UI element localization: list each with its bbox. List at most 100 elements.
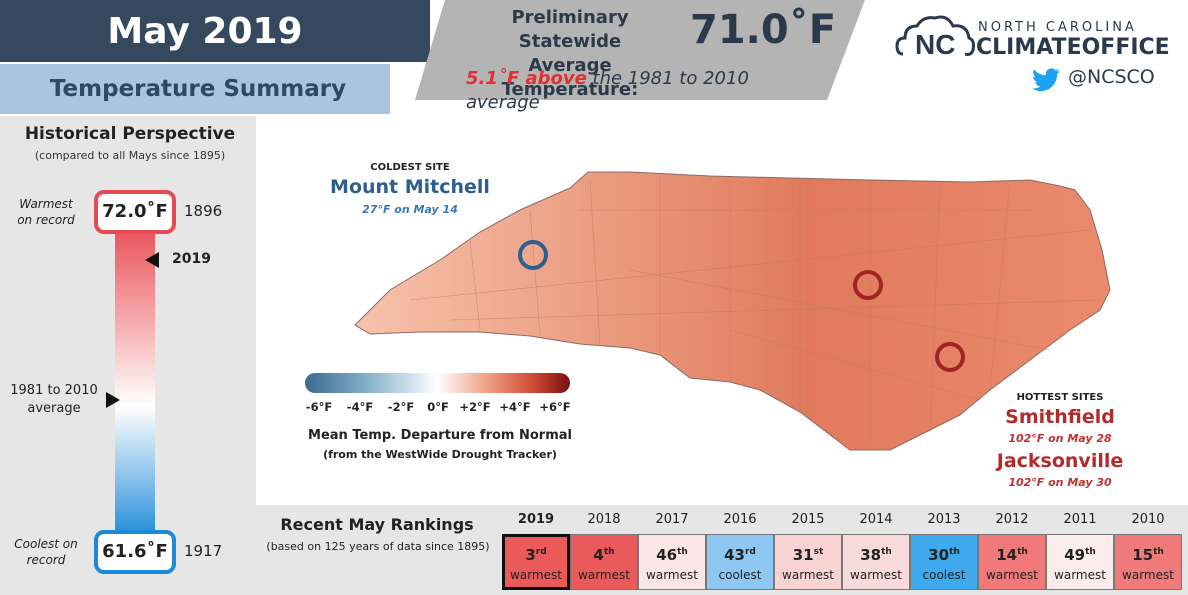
rank-label: warmest (986, 568, 1038, 582)
rank-cell: 43rd coolest (706, 534, 774, 590)
average-label-line2: average (27, 401, 81, 416)
anomaly-text: 5.1˚F above the 1981 to 2010 average (466, 67, 826, 115)
rank-suffix: th (949, 547, 960, 557)
rank-suffix: rd (744, 547, 756, 557)
nc-temperature-map (354, 171, 1111, 451)
legend-tick: +4°F (499, 400, 531, 414)
rank-number: 15th (1132, 546, 1164, 564)
hottest-site-1-detail: 102°F on May 28 (1008, 432, 1112, 445)
twitter-handle[interactable]: @NCSCO (1068, 66, 1155, 88)
current-year-label: 2019 (172, 251, 211, 267)
rank-year: 2018 (587, 512, 621, 527)
average-label: 1981 to 2010 average (4, 382, 104, 418)
coldest-site-name: Mount Mitchell (330, 176, 490, 198)
rank-number: 4th (593, 546, 615, 564)
warmest-year: 1896 (184, 202, 223, 220)
rank-cell: 4th warmest (570, 534, 638, 590)
rank-cell: 3rd warmest (502, 534, 570, 590)
prelim-label: Preliminary Statewide Average Temperatur… (460, 6, 680, 102)
legend-tick: +6°F (539, 400, 571, 414)
warmest-label: Warmest on record (8, 196, 84, 228)
anomaly-highlight: 5.1˚F above (466, 68, 587, 89)
rank-year: 2017 (655, 512, 689, 527)
current-year-marker-icon (145, 252, 159, 268)
rank-number: 46th (656, 546, 688, 564)
average-label-line1: 1981 to 2010 (10, 383, 98, 398)
legend-tick: +2°F (459, 400, 491, 414)
prelim-value: 71.0˚F (690, 7, 837, 53)
rank-suffix: st (813, 547, 824, 557)
rank-cell: 31st warmest (774, 534, 842, 590)
subtitle-banner (0, 64, 390, 114)
rank-number: 31st (792, 546, 824, 564)
rank-suffix: th (1085, 547, 1096, 557)
rank-year: 2014 (859, 512, 893, 527)
legend-tick: 0°F (427, 400, 449, 414)
coldest-site-detail: 27°F on May 14 (362, 203, 458, 216)
rank-year: 2016 (723, 512, 757, 527)
prelim-label-line2: Average Temperature: (501, 55, 639, 100)
rank-cell: 30th coolest (910, 534, 978, 590)
rank-number: 3rd (525, 546, 547, 564)
nc-state-outline (354, 171, 1111, 451)
rank-number: 14th (996, 546, 1028, 564)
warmest-label-line1: Warmest (19, 197, 73, 211)
legend-subtitle: (from the WestWide Drought Tracker) (323, 448, 557, 461)
legend-color-bar (305, 373, 570, 393)
rank-label: warmest (782, 568, 834, 582)
hottest-site-2-name: Jacksonville (996, 450, 1124, 472)
page-subtitle: Temperature Summary (49, 76, 347, 102)
rank-suffix: th (677, 547, 688, 557)
rank-suffix: rd (535, 547, 547, 557)
rank-label: coolest (922, 568, 966, 582)
rank-suffix: th (881, 547, 892, 557)
rank-year: 2019 (517, 512, 555, 527)
rank-suffix: th (1153, 547, 1164, 557)
rank-year: 2012 (995, 512, 1029, 527)
historical-title: Historical Perspective (24, 124, 236, 144)
mount-mitchell-marker (518, 240, 548, 270)
svg-text:NC: NC (915, 29, 955, 60)
hottest-site-2-detail: 102°F on May 30 (1008, 476, 1112, 489)
rank-label: warmest (1054, 568, 1106, 582)
coolest-label-line1: Coolest on (14, 537, 78, 551)
rank-number: 49th (1064, 546, 1096, 564)
legend-tick: -4°F (346, 400, 374, 414)
title-banner (0, 0, 430, 62)
coolest-value-box: 61.6˚F (94, 530, 176, 574)
logo-top-text: NORTH CAROLINA (978, 20, 1137, 35)
rank-cell: 38th warmest (842, 534, 910, 590)
jacksonville-marker (935, 342, 965, 372)
rank-suffix: th (603, 547, 615, 557)
rank-label: warmest (510, 568, 562, 582)
hottest-site-1-name: Smithfield (1005, 406, 1115, 428)
rank-label: warmest (646, 568, 698, 582)
legend-title: Mean Temp. Departure from Normal (308, 428, 572, 443)
twitter-icon[interactable] (1032, 68, 1060, 92)
rank-number: 30th (928, 546, 960, 564)
rank-label: warmest (850, 568, 902, 582)
rank-cell: 15th warmest (1114, 534, 1182, 590)
rank-label: coolest (718, 568, 762, 582)
rank-year: 2011 (1063, 512, 1097, 527)
rank-number: 38th (860, 546, 892, 564)
logo-bottom-text: CLIMATEOFFICE (976, 35, 1170, 60)
rank-year: 2010 (1131, 512, 1165, 527)
average-marker-icon (106, 392, 120, 408)
hottest-sites-header: HOTTEST SITES (1016, 392, 1104, 403)
coldest-site-header: COLDEST SITE (370, 162, 450, 173)
prelim-label-line1: Preliminary Statewide (511, 7, 629, 52)
rank-year: 2013 (927, 512, 961, 527)
rank-label: warmest (1122, 568, 1174, 582)
legend-tick: -2°F (387, 400, 415, 414)
rank-cell: 46th warmest (638, 534, 706, 590)
rank-year: 2015 (791, 512, 825, 527)
smithfield-marker (853, 270, 883, 300)
historical-subtitle: (compared to all Mays since 1895) (34, 149, 226, 162)
rank-cell: 14th warmest (978, 534, 1046, 590)
coolest-label: Coolest on record (6, 536, 86, 568)
climate-office-logo-icon: NC (895, 15, 975, 60)
thermometer-bar (115, 220, 155, 540)
page-title: May 2019 (107, 11, 303, 52)
warmest-label-line2: on record (17, 213, 75, 227)
